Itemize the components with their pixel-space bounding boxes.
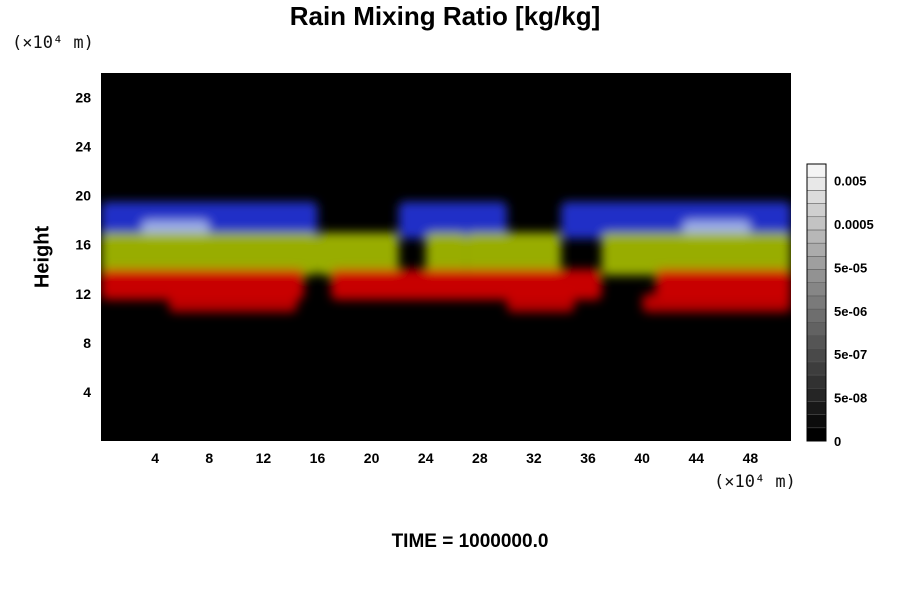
y-tick-label: 16	[75, 237, 91, 253]
field-band-red-low	[642, 293, 791, 313]
x-axis-unit: (×10⁴ m)	[714, 472, 796, 492]
colorbar-segment	[806, 348, 827, 363]
colorbar-segment	[806, 269, 827, 283]
field-layer	[101, 201, 791, 313]
colorbar-segment	[806, 401, 827, 415]
x-tick-label: 44	[689, 450, 705, 466]
x-tick-label: 36	[580, 450, 596, 466]
field-band-yellow-green	[101, 232, 318, 276]
time-annotation: TIME = 1000000.0	[391, 531, 549, 552]
colorbar-segment	[806, 163, 827, 178]
colorbar-segment	[806, 242, 827, 257]
field-band-red	[101, 269, 304, 300]
y-tick-label: 8	[83, 335, 91, 351]
x-tick-label: 20	[364, 450, 380, 466]
colorbar-segment	[806, 414, 827, 429]
colorbar-segment	[806, 176, 827, 191]
field-band-red	[331, 269, 602, 300]
field-band-red	[655, 269, 791, 300]
x-tick-label: 12	[256, 450, 272, 466]
y-tick-label: 4	[83, 384, 91, 400]
field-band-red-low	[506, 293, 575, 313]
colorbar-segment	[806, 229, 827, 244]
field-band-yellow-green	[425, 232, 467, 276]
y-axis-unit: (×10⁴ m)	[12, 33, 94, 53]
field-band-blue	[398, 201, 507, 239]
colorbar-label: 5e-05	[834, 260, 867, 275]
colorbar-segment	[806, 427, 827, 442]
colorbar-segment	[806, 335, 827, 349]
x-tick-label: 16	[310, 450, 326, 466]
x-tick-label: 32	[526, 450, 542, 466]
field-band-yellow-green	[317, 232, 399, 276]
y-tick-label: 20	[75, 188, 91, 204]
x-tick-label: 28	[472, 450, 488, 466]
field-band-red-low	[168, 293, 298, 313]
colorbar-segment	[806, 374, 827, 389]
colorbar-label: 5e-08	[834, 391, 867, 406]
colorbar-label: 0.0005	[834, 217, 874, 232]
colorbar-segment	[806, 308, 827, 323]
x-tick-label: 40	[634, 450, 650, 466]
x-tick-label: 48	[743, 450, 759, 466]
colorbar-segment	[806, 387, 827, 402]
x-axis-ticks: 4 8 12 16 20 24 28 32 36 40 44 48	[151, 450, 758, 466]
colorbar-label: 0	[834, 434, 841, 449]
colorbar-labels: 0.005 0.0005 5e-05 5e-06 5e-07 5e-08 0	[834, 174, 874, 449]
x-tick-label: 24	[418, 450, 434, 466]
y-tick-label: 28	[75, 90, 91, 106]
colorbar-segment	[806, 361, 827, 376]
x-tick-label: 4	[151, 450, 159, 466]
colorbar-segment	[806, 203, 827, 218]
field-band-yellow-green	[601, 232, 791, 276]
colorbar-segment	[806, 216, 827, 231]
colorbar-segment	[806, 190, 827, 204]
colorbar-segment	[806, 295, 827, 310]
y-axis-ticks: 4 8 12 16 20 24 28	[75, 90, 91, 400]
y-tick-label: 12	[75, 286, 91, 302]
chart-title: Rain Mixing Ratio [kg/kg]	[289, 1, 601, 31]
colorbar-segment	[806, 282, 827, 297]
colorbar-frame	[806, 163, 827, 442]
y-tick-label: 24	[75, 139, 91, 155]
x-tick-label: 8	[205, 450, 213, 466]
colorbar	[806, 163, 827, 442]
colorbar-label: 5e-06	[834, 304, 867, 319]
colorbar-segment	[806, 256, 827, 270]
colorbar-segment	[806, 322, 827, 336]
colorbar-label: 5e-07	[834, 347, 867, 362]
field-band-yellow-green	[466, 232, 561, 276]
colorbar-label: 0.005	[834, 174, 867, 189]
